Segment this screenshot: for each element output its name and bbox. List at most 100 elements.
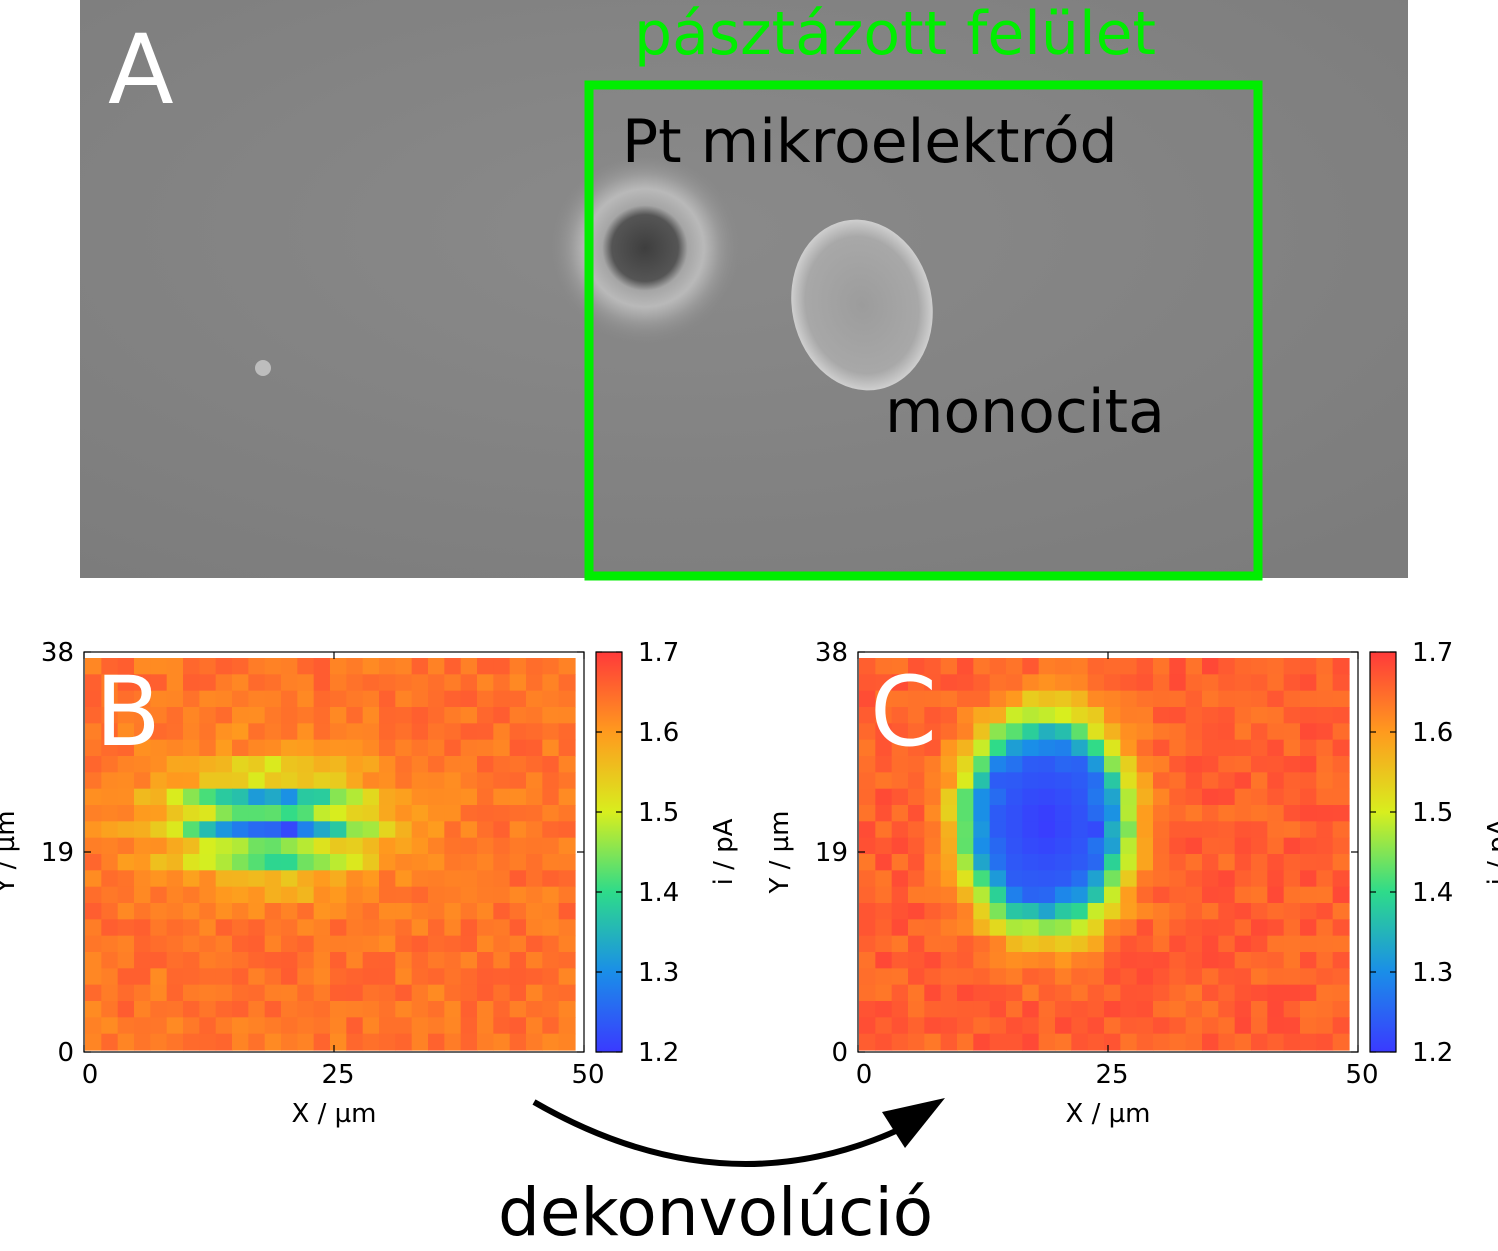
- heatmap-cell: [215, 658, 233, 675]
- heatmap-cell: [1038, 952, 1056, 969]
- heatmap-cell: [460, 805, 478, 822]
- heatmap-cell: [248, 821, 266, 839]
- heatmap-cell: [924, 854, 942, 871]
- heatmap-cell: [248, 837, 266, 855]
- heatmap-cell: [1022, 1001, 1040, 1018]
- heatmap-cell: [444, 837, 462, 855]
- heatmap-cell: [101, 1033, 119, 1051]
- heatmap-cell: [1120, 919, 1138, 937]
- heatmap-cell: [558, 870, 576, 888]
- heatmap-cell: [1104, 674, 1121, 692]
- heatmap-cell: [1153, 739, 1170, 757]
- heatmap-cell: [1332, 772, 1350, 790]
- electrode-label: Pt mikroelektród: [622, 107, 1118, 177]
- heatmap-cell: [117, 788, 135, 806]
- heatmap-cell: [1202, 903, 1219, 920]
- heatmap-cell: [526, 919, 543, 937]
- heatmap-cell: [264, 919, 282, 937]
- heatmap-cell: [428, 854, 445, 871]
- heatmap-cell: [85, 886, 102, 904]
- heatmap-cell: [117, 739, 135, 757]
- heatmap-cell: [859, 739, 876, 757]
- heatmap-cell: [1267, 739, 1285, 757]
- heatmap-cell: [859, 772, 876, 790]
- heatmap-cell: [1022, 674, 1040, 692]
- heatmap-cell: [1022, 952, 1040, 969]
- heatmap-cell: [1185, 821, 1203, 839]
- heatmap-cell: [379, 674, 396, 692]
- heatmap-cell: [362, 1001, 380, 1018]
- heatmap-cell: [1267, 968, 1285, 986]
- heatmap-cell: [264, 707, 282, 724]
- heatmap-cell: [1234, 854, 1252, 871]
- heatmap-cell: [477, 1001, 494, 1018]
- heatmap-cell: [542, 674, 560, 692]
- heatmap-cell: [1283, 952, 1301, 969]
- heatmap-cell: [1234, 1001, 1252, 1018]
- heatmap-cell: [891, 903, 909, 920]
- heatmap-cell: [460, 1001, 478, 1018]
- heatmap-cell: [281, 1033, 298, 1051]
- heatmap-cell: [1234, 984, 1252, 1002]
- heatmap-cell: [1104, 935, 1121, 953]
- heatmap-cell: [313, 1033, 331, 1051]
- heatmap-cell: [859, 723, 876, 741]
- heatmap-cell: [264, 1033, 282, 1051]
- y-tick-label: 0: [57, 1038, 74, 1068]
- heatmap-cell: [924, 870, 942, 888]
- heatmap-cell: [1087, 837, 1105, 855]
- heatmap-cell: [957, 756, 974, 773]
- heatmap-cell: [428, 1001, 445, 1018]
- heatmap-cell: [166, 821, 184, 839]
- heatmap-cell: [875, 837, 893, 855]
- heatmap-cell: [1267, 756, 1285, 773]
- heatmap-cell: [1071, 707, 1089, 724]
- heatmap-cell: [908, 756, 925, 773]
- heatmap-cell: [1055, 1001, 1072, 1018]
- heatmap-cell: [1169, 903, 1187, 920]
- heatmap-cell: [875, 919, 893, 937]
- heatmap-cell: [1267, 886, 1285, 904]
- heatmap-cell: [908, 919, 925, 937]
- heatmap-cell: [1022, 772, 1040, 790]
- heatmap-cell: [395, 772, 413, 790]
- heatmap-cell: [346, 674, 364, 692]
- heatmap-cell: [1185, 886, 1203, 904]
- heatmap-cell: [1038, 772, 1056, 790]
- heatmap-cell: [215, 935, 233, 953]
- heatmap-cell: [215, 707, 233, 724]
- heatmap-cell: [313, 821, 331, 839]
- heatmap-cell: [1071, 1017, 1089, 1035]
- heatmap-cell: [232, 788, 249, 806]
- heatmap-cell: [957, 1001, 974, 1018]
- heatmap-cell: [509, 1017, 527, 1035]
- heatmap-cell: [428, 1017, 445, 1035]
- heatmap-cell: [908, 658, 925, 675]
- heatmap-cell: [264, 772, 282, 790]
- heatmap-cell: [493, 919, 511, 937]
- heatmap-cell: [908, 690, 925, 708]
- heatmap-cell: [166, 984, 184, 1002]
- heatmap-cell: [248, 952, 266, 969]
- heatmap-cell: [924, 658, 942, 675]
- heatmap-cell: [957, 952, 974, 969]
- heatmap-cell: [1038, 723, 1056, 741]
- heatmap-cell: [924, 739, 942, 757]
- heatmap-cell: [859, 984, 876, 1002]
- heatmap-cell: [1087, 886, 1105, 904]
- heatmap-cell: [248, 854, 266, 871]
- heatmap-cell: [891, 756, 909, 773]
- heatmap-cell: [297, 707, 315, 724]
- heatmap-cell: [281, 739, 298, 757]
- heatmap-cell: [199, 674, 217, 692]
- heatmap-cell: [428, 837, 445, 855]
- heatmap-cell: [444, 984, 462, 1002]
- y-tick-label: 0: [831, 1038, 848, 1068]
- heatmap-cell: [330, 772, 347, 790]
- heatmap-cell: [134, 821, 151, 839]
- heatmap-cell: [1169, 788, 1187, 806]
- heatmap-cell: [1332, 821, 1350, 839]
- heatmap-cell: [957, 658, 974, 675]
- heatmap-cell: [134, 756, 151, 773]
- heatmap-cell: [1185, 903, 1203, 920]
